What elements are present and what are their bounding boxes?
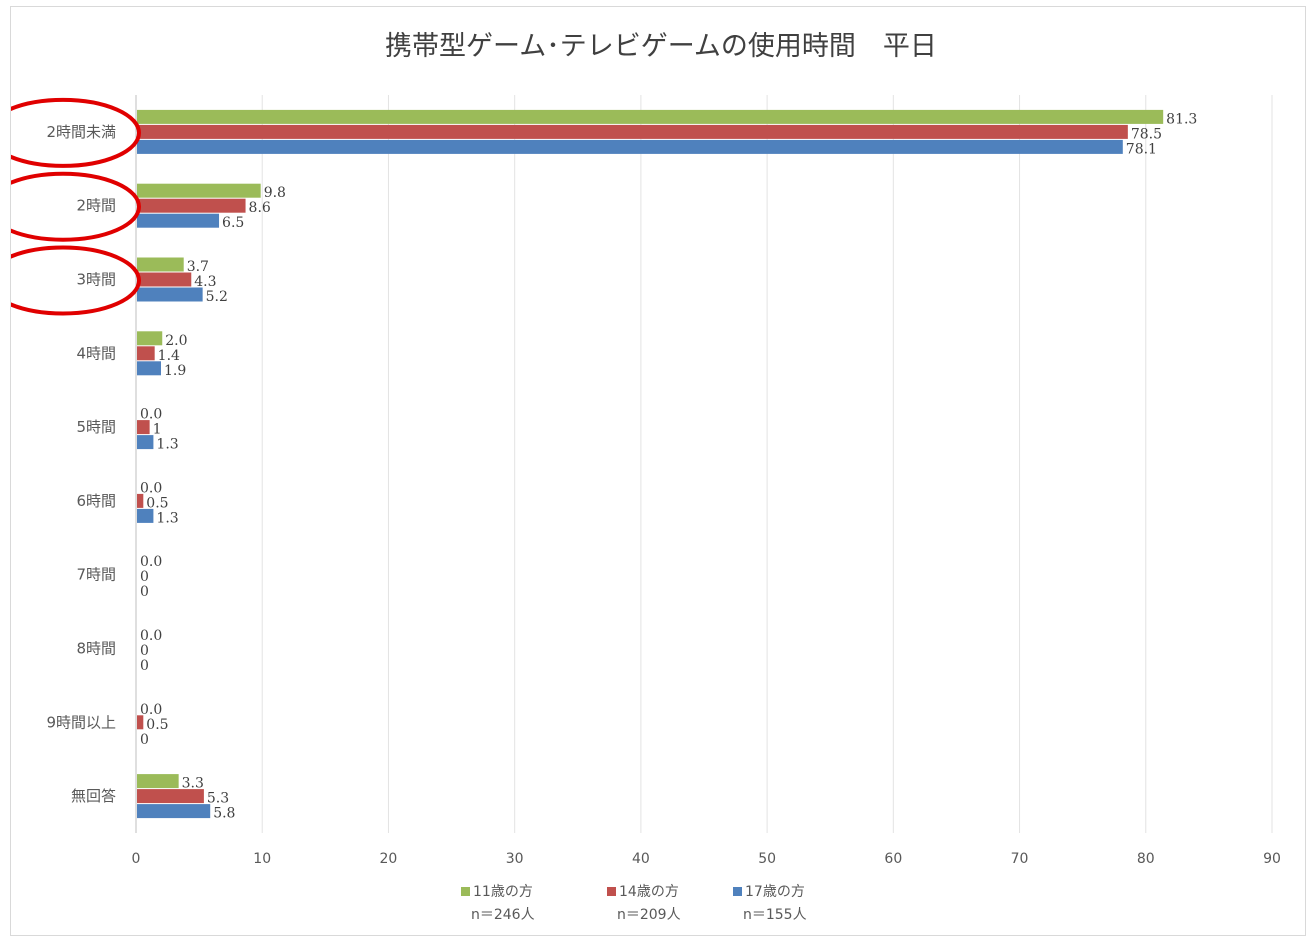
bar [137,789,204,804]
legend-swatch [607,887,616,896]
data-label: 1.3 [156,510,178,526]
data-label: 0.5 [146,495,168,511]
category-label: 5時間 [76,418,116,436]
category-label: 8時間 [76,640,116,658]
category-label: 6時間 [76,492,116,510]
x-tick-label: 20 [380,851,398,867]
data-label: 1.9 [164,363,186,379]
x-tick-label: 80 [1137,851,1155,867]
data-label: 0.0 [140,702,162,718]
data-label: 0.5 [146,717,168,733]
legend-label: 17歳の方 [745,884,805,900]
x-tick-label: 10 [253,851,271,867]
chart-title: 携帯型ゲーム･テレビゲームの使用時間 平日 [385,31,937,62]
bar [137,272,192,287]
legend-sample-size: n＝209人 [617,907,681,923]
data-label: 0.0 [140,628,162,644]
data-label: 2.0 [165,333,187,349]
category-label: 無回答 [71,787,116,805]
data-labels: 81.378.578.1 9.88.6 6.5 3.74.35.2 2.01.41.9 0… [140,111,1197,821]
legend: 11歳の方 n＝246人 14歳の方 n＝209人 17歳の方 n＝155人 [461,884,807,923]
data-label: 0 [140,569,149,585]
bar [137,139,1123,154]
data-label: 9.8 [264,185,286,201]
bar [137,213,220,228]
highlight-circle [11,171,141,242]
highlight-circle [11,245,141,316]
bar [137,198,246,213]
bar [137,361,161,376]
bar [137,804,211,819]
data-label: 0 [140,584,149,600]
bar [137,109,1164,124]
bar [137,183,261,198]
category-label: 2時間 [76,197,116,215]
category-label: 7時間 [76,566,116,584]
x-tick-label: 60 [884,851,902,867]
x-tick-label: 0 [132,851,141,867]
bar [137,257,184,272]
data-label: 0.0 [140,407,162,423]
grid [135,95,1273,833]
highlight-circle [11,97,141,168]
bar [137,435,154,450]
bar [137,346,155,361]
legend-swatch [733,887,742,896]
data-label: 1.3 [156,437,178,453]
x-tick-label: 40 [632,851,650,867]
category-label: 2時間未満 [46,123,116,141]
bar [137,715,144,730]
x-tick-label: 70 [1011,851,1029,867]
bar-chart: 携帯型ゲーム･テレビゲームの使用時間 平日 81.378.578.1 9.88.6… [11,31,1281,923]
bar [137,493,144,508]
legend-label: 14歳の方 [619,884,679,900]
category-label: 3時間 [76,271,116,289]
x-tick-label: 90 [1263,851,1281,867]
data-label: 4.3 [194,274,216,290]
data-label: 3.3 [182,776,204,792]
bar [137,331,163,346]
data-label: 0.0 [140,480,162,496]
data-label: 0 [140,643,149,659]
x-tick-label: 30 [506,851,524,867]
legend-sample-size: n＝246人 [471,907,535,923]
data-label: 0 [140,658,149,674]
data-label: 81.3 [1166,111,1197,127]
chart-frame: 携帯型ゲーム･テレビゲームの使用時間 平日 81.3 78.5 78.1 9.8 8.6… [10,6,1306,936]
bar [137,420,150,435]
data-label: 8.6 [249,200,271,216]
bars [137,109,1164,819]
legend-label: 11歳の方 [473,884,533,900]
data-label: 78.5 [1131,126,1162,142]
legend-sample-size: n＝155人 [743,907,807,923]
bar [137,774,179,789]
data-label: 6.5 [222,215,244,231]
category-label: 9時間以上 [46,713,116,731]
data-label: 78.1 [1126,141,1157,157]
bar [137,508,154,523]
data-label: 1 [153,422,162,438]
data-label: 5.3 [207,791,229,807]
category-label: 4時間 [76,344,116,362]
data-label: 0.0 [140,554,162,570]
bar [137,124,1128,139]
annotation-circles [11,97,141,316]
data-label: 0 [140,732,149,748]
data-label: 1.4 [158,348,180,364]
data-label: 3.7 [187,259,209,275]
data-label: 5.2 [206,289,228,305]
data-label: 5.8 [213,806,235,822]
x-tick-labels: 0 10 20 30 40 50 60 70 80 90 [132,851,1281,867]
legend-swatch [461,887,470,896]
bar [137,287,203,302]
x-tick-label: 50 [758,851,776,867]
